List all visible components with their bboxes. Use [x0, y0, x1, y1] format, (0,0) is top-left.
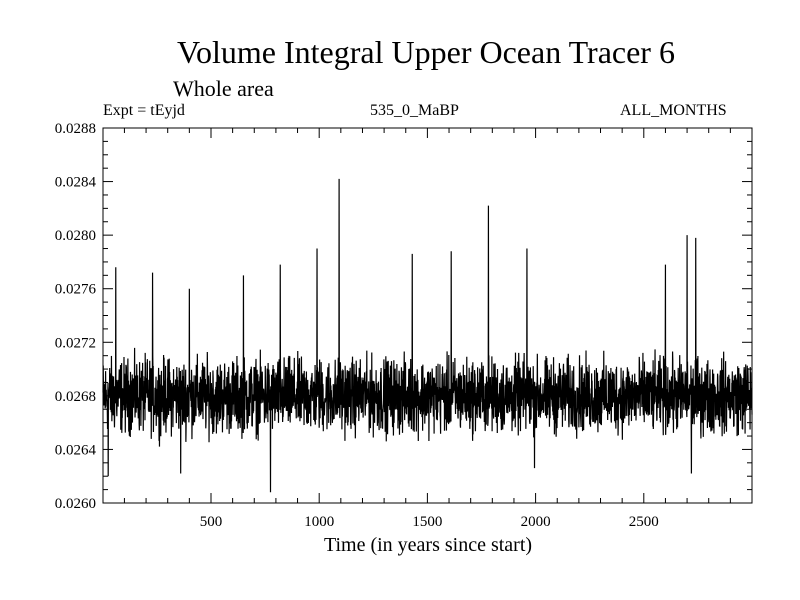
run-label: 535_0_MaBP [370, 102, 459, 120]
x-tick-label: 1000 [304, 514, 334, 530]
y-tick-label: 0.0284 [55, 175, 97, 191]
chart-title: Volume Integral Upper Ocean Tracer 6 [0, 34, 800, 71]
experiment-label: Expt = tEyjd [103, 102, 185, 120]
y-tick-label: 0.0288 [55, 121, 96, 137]
ticks-group: 0.0260 0.0264 0.0268 0.0272 0.0276 0.0280 0.02… [55, 121, 752, 530]
x-tick-label: 2500 [629, 514, 659, 530]
x-tick-label: 500 [200, 514, 223, 530]
y-tick-label: 0.0280 [55, 228, 96, 244]
chart-subtitle: Whole area [173, 76, 274, 102]
y-tick-label: 0.0272 [55, 335, 96, 351]
series-group [103, 179, 752, 492]
y-tick-label: 0.0264 [55, 442, 97, 458]
y-tick-label: 0.0268 [55, 389, 96, 405]
chart-svg: 0.0260 0.0264 0.0268 0.0272 0.0276 0.0280 0.02… [0, 0, 800, 600]
x-tick-label: 2000 [521, 514, 551, 530]
months-label: ALL_MONTHS [620, 102, 727, 120]
y-tick-label: 0.0276 [55, 282, 97, 298]
series-line [103, 179, 752, 492]
x-axis-label: Time (in years since start) [0, 534, 800, 557]
x-tick-label: 1500 [412, 514, 442, 530]
y-tick-label: 0.0260 [55, 496, 96, 512]
plot-frame [103, 128, 752, 503]
